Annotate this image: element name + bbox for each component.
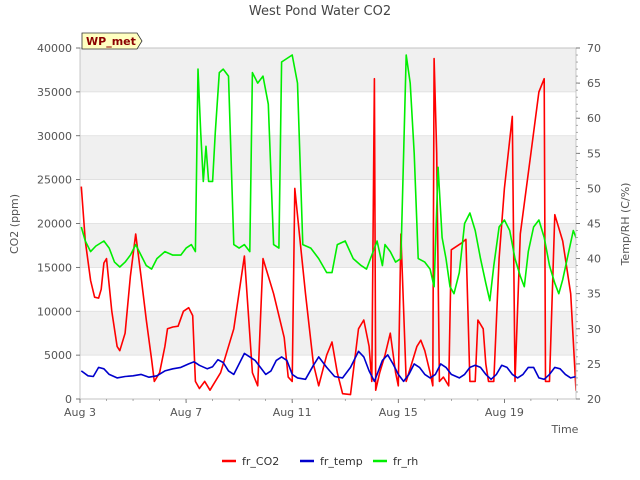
y-axis-right: 20 25 30 35 40 45 50 55 60 65 70 [576, 42, 601, 406]
y-right-tick-label: 40 [587, 253, 601, 266]
y-left-tick-label: 40000 [37, 42, 72, 55]
series-line-fr_temp [80, 350, 576, 383]
y-right-tick-label: 50 [587, 182, 601, 195]
y-left-tick-label: 10000 [37, 305, 72, 318]
legend-label-fr_rh: fr_rh [393, 455, 418, 468]
plot-band [80, 135, 576, 180]
legend: fr_CO2 fr_temp fr_rh [222, 455, 418, 468]
badge-box [81, 32, 143, 50]
y-right-tick-label: 70 [587, 42, 601, 55]
plot-band [80, 311, 576, 356]
y-right-tick-label: 65 [587, 77, 601, 90]
y-right-tick-label: 30 [587, 323, 601, 336]
plot-band [80, 91, 576, 136]
y-axis-right-label: Temp/RH (C/%) [619, 183, 632, 267]
badge-label: WP_met [86, 35, 136, 48]
x-axis-label: Time [551, 423, 579, 436]
x-tick-label: Aug 19 [485, 406, 524, 419]
y-right-tick-label: 60 [587, 112, 601, 125]
x-tick-label: Aug 15 [379, 406, 418, 419]
x-tick-label: Aug 11 [273, 406, 312, 419]
x-tick-label: Aug 7 [170, 406, 202, 419]
x-tick-label: Aug 3 [64, 406, 96, 419]
y-right-tick-label: 55 [587, 147, 601, 160]
chart-title: West Pond Water CO2 [249, 4, 391, 19]
y-left-tick-label: 35000 [37, 86, 72, 99]
plot-band [80, 48, 576, 92]
y-right-tick-label: 45 [587, 218, 601, 231]
y-left-tick-label: 20000 [37, 218, 72, 231]
y-axis-left-label: CO2 (ppm) [8, 194, 21, 254]
series-layer [80, 54, 576, 396]
station-badge: WP_met [81, 32, 143, 50]
y-axis-left: 0 5000 10000 15000 20000 25000 30000 35000 40000 [37, 42, 80, 406]
legend-label-fr_temp: fr_temp [320, 455, 363, 468]
y-right-tick-label: 35 [587, 288, 601, 301]
y-right-tick-label: 25 [587, 358, 601, 371]
plot-background [80, 48, 576, 399]
y-left-tick-label: 0 [65, 393, 72, 406]
series-line-fr_rh [80, 54, 576, 302]
y-left-tick-label: 25000 [37, 174, 72, 187]
y-right-tick-label: 20 [587, 393, 601, 406]
plot-band [80, 223, 576, 268]
y-left-tick-label: 5000 [44, 349, 72, 362]
plot-band [80, 267, 576, 312]
x-axis: Aug 3 Aug 7 Aug 11 Aug 15 Aug 19 [64, 399, 558, 419]
plot-band [80, 179, 576, 224]
y-left-tick-label: 30000 [37, 130, 72, 143]
y-left-tick-label: 15000 [37, 261, 72, 274]
legend-label-fr_CO2: fr_CO2 [242, 455, 279, 468]
